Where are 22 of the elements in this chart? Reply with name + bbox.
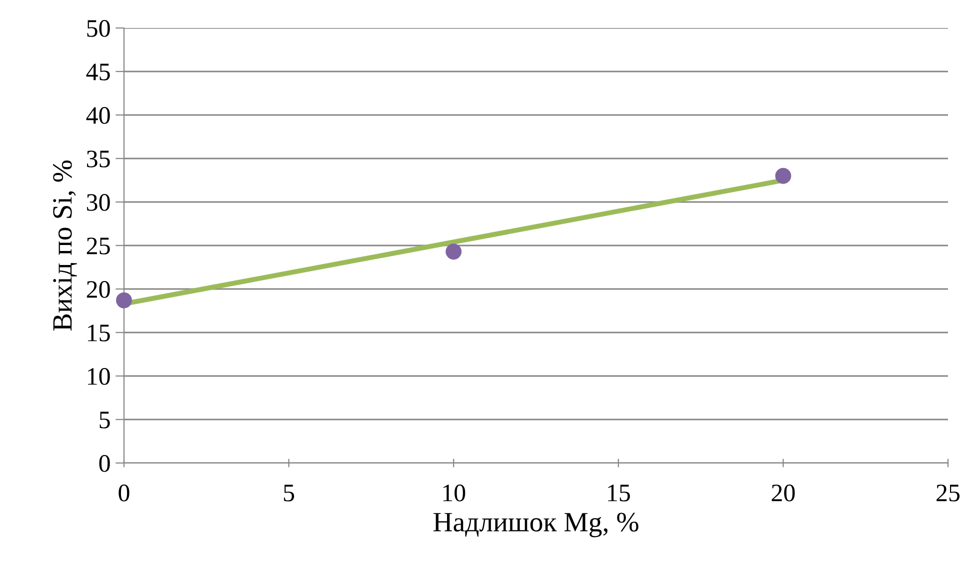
point (446, 244, 462, 260)
point (116, 292, 132, 308)
y-axis-title: Вихід по Si, % (53, 160, 77, 331)
x-tick-label: 5 (284, 484, 294, 502)
y-tick-label: 40 (86, 107, 110, 124)
y-tick-label: 30 (87, 194, 110, 211)
x-tick-label: 10 (443, 484, 466, 502)
y-tick-label: 10 (88, 368, 110, 385)
x-tick-label: 15 (608, 484, 630, 502)
x-tick-label: 0 (118, 484, 130, 502)
y-tick-label: 25 (86, 238, 110, 254)
y-tick-label: 20 (86, 281, 110, 298)
y-tick-label: 15 (88, 324, 110, 342)
y-tick-label: 5 (100, 412, 110, 428)
x-tick-label: 20 (772, 484, 795, 502)
y-tick-label: 50 (87, 20, 110, 37)
x-tick-label: 25 (936, 484, 960, 502)
y-tick-label: 35 (87, 150, 110, 168)
y-tick-label: 0 (99, 455, 110, 472)
y-tick-label: 45 (86, 64, 110, 80)
x-axis-title: Надлишок Mg, % (434, 512, 638, 538)
point (775, 168, 792, 184)
